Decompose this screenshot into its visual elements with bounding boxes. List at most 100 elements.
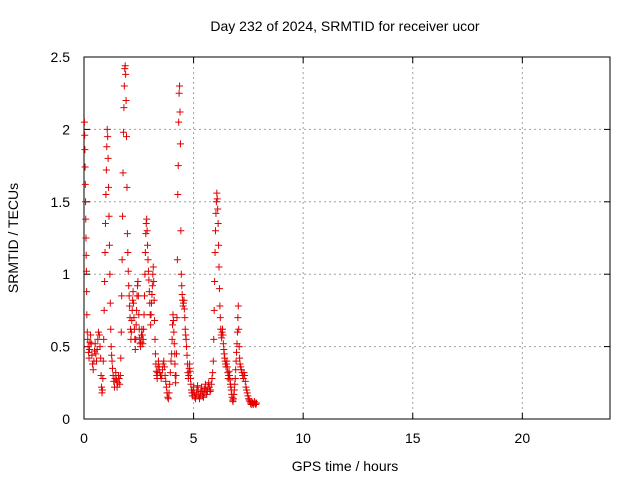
- data-point: [104, 133, 112, 141]
- y-tick-label: 2: [62, 121, 70, 137]
- data-point: [134, 277, 142, 285]
- data-point: [88, 351, 96, 359]
- data-point: [207, 386, 215, 394]
- data-point: [119, 169, 127, 177]
- data-point: [213, 195, 221, 203]
- data-point: [96, 343, 104, 351]
- data-point: [164, 393, 172, 401]
- data-point: [159, 360, 167, 368]
- data-point: [177, 227, 185, 235]
- data-point: [116, 372, 124, 380]
- data-point: [243, 389, 251, 397]
- data-point: [87, 331, 95, 339]
- data-point: [215, 285, 223, 293]
- data-point: [196, 395, 204, 403]
- data-point: [169, 317, 177, 325]
- data-point: [180, 296, 188, 304]
- data-point: [81, 163, 89, 171]
- data-point: [232, 357, 240, 365]
- data-point: [149, 270, 157, 278]
- data-point: [182, 335, 190, 343]
- data-point: [147, 321, 155, 329]
- data-point: [94, 335, 102, 343]
- data-point: [157, 374, 165, 382]
- data-point: [170, 340, 178, 348]
- data-point: [86, 338, 94, 346]
- data-point: [212, 198, 220, 206]
- data-point: [176, 140, 184, 148]
- data-point: [104, 154, 112, 162]
- data-point: [244, 392, 252, 400]
- data-point: [172, 372, 180, 380]
- data-point: [234, 314, 242, 322]
- data-point: [144, 241, 152, 249]
- data-point: [108, 364, 116, 372]
- data-point: [175, 89, 183, 97]
- data-point: [83, 311, 91, 319]
- data-point: [120, 104, 128, 112]
- data-point: [100, 306, 108, 314]
- data-point: [148, 290, 156, 298]
- data-point: [185, 372, 193, 380]
- data-point: [131, 345, 139, 353]
- data-point: [81, 146, 89, 154]
- data-point: [165, 389, 173, 397]
- data-point: [150, 277, 158, 285]
- data-point: [117, 354, 125, 362]
- data-point: [93, 345, 101, 353]
- data-point: [92, 357, 100, 365]
- data-point: [243, 386, 251, 394]
- axis-ticks: 0 5 10 15 20 0 0.5 1 1.5 2 2.5: [51, 49, 610, 446]
- data-point: [108, 357, 116, 365]
- data-point: [208, 374, 216, 382]
- data-point: [172, 379, 180, 387]
- data-point: [130, 314, 138, 322]
- data-point: [242, 383, 250, 391]
- data-point: [141, 270, 149, 278]
- data-point: [166, 369, 174, 377]
- data-point: [107, 343, 115, 351]
- data-point: [169, 321, 177, 329]
- data-point: [80, 118, 88, 126]
- data-point: [83, 288, 91, 296]
- data-point: [174, 162, 182, 170]
- data-point: [175, 118, 183, 126]
- data-point: [171, 360, 179, 368]
- data-point: [252, 399, 260, 407]
- data-point: [199, 392, 207, 400]
- chart-title: Day 232 of 2024, SRMTID for receiver uco…: [210, 18, 480, 34]
- data-point: [125, 292, 133, 300]
- data-point: [216, 314, 224, 322]
- data-point: [129, 296, 137, 304]
- data-point: [206, 387, 214, 395]
- data-point: [81, 180, 89, 188]
- data-point: [215, 263, 223, 271]
- data-point: [123, 133, 131, 141]
- data-point: [134, 292, 142, 300]
- data-point: [216, 302, 224, 310]
- data-point: [125, 282, 133, 290]
- data-point: [233, 348, 241, 356]
- data-point: [233, 328, 241, 336]
- data-point: [168, 335, 176, 343]
- data-point: [124, 267, 132, 275]
- data-point: [149, 263, 157, 271]
- data-point: [82, 267, 90, 275]
- data-point: [151, 317, 159, 325]
- data-point: [207, 380, 215, 388]
- data-point: [240, 369, 248, 377]
- data-point: [106, 299, 114, 307]
- x-tick-label: 15: [405, 430, 421, 446]
- data-point: [82, 215, 90, 223]
- data-point: [214, 205, 222, 213]
- data-point: [120, 82, 128, 90]
- data-point: [130, 299, 138, 307]
- data-point: [82, 251, 90, 259]
- data-point: [194, 382, 202, 390]
- data-point: [162, 383, 170, 391]
- x-tick-label: 10: [295, 430, 311, 446]
- data-point: [132, 335, 140, 343]
- data-point: [82, 198, 90, 206]
- data-point: [107, 325, 115, 333]
- data-point: [122, 96, 130, 104]
